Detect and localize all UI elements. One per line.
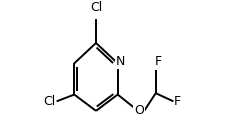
Text: Cl: Cl — [90, 1, 102, 14]
Text: F: F — [154, 55, 161, 68]
Text: Cl: Cl — [44, 95, 56, 108]
Text: O: O — [134, 104, 144, 117]
Text: F: F — [173, 95, 180, 108]
Text: N: N — [115, 55, 125, 68]
